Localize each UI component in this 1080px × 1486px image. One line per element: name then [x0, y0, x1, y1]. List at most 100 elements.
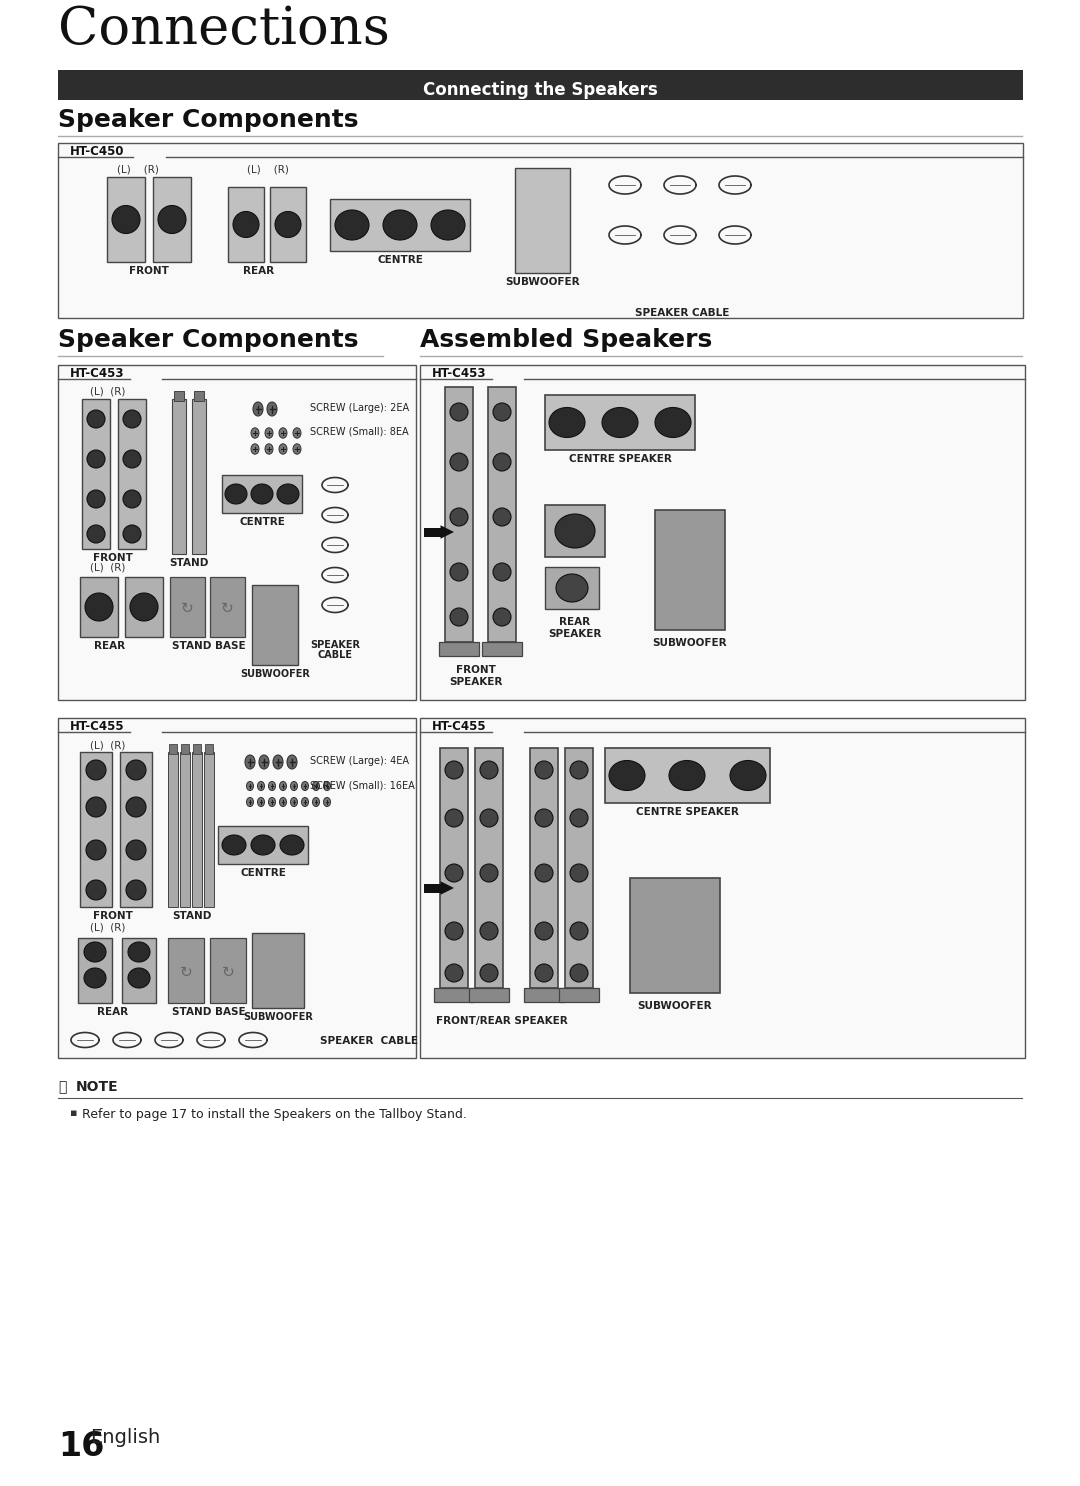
Bar	[252, 933, 303, 1008]
Text: SUBWOOFER: SUBWOOFER	[505, 276, 580, 287]
Bar	[210, 938, 246, 1003]
Ellipse shape	[450, 508, 468, 526]
Bar	[228, 187, 264, 262]
Ellipse shape	[273, 755, 283, 768]
Text: ↻: ↻	[180, 600, 193, 617]
Text: FRONT/REAR SPEAKER: FRONT/REAR SPEAKER	[436, 1016, 568, 1025]
Ellipse shape	[570, 863, 588, 883]
Ellipse shape	[602, 407, 638, 437]
Ellipse shape	[324, 782, 330, 791]
Text: STAND: STAND	[170, 559, 208, 568]
Ellipse shape	[269, 782, 275, 791]
Bar	[424, 528, 442, 536]
Text: HT-C455: HT-C455	[432, 721, 487, 733]
Ellipse shape	[293, 444, 301, 455]
Ellipse shape	[87, 450, 105, 468]
Text: SCREW (Small): 16EA: SCREW (Small): 16EA	[310, 780, 415, 791]
Text: English: English	[90, 1428, 160, 1447]
Bar	[193, 744, 201, 753]
Text: Refer to page 17 to install the Speakers on the Tallboy Stand.: Refer to page 17 to install the Speakers…	[82, 1109, 467, 1120]
Ellipse shape	[265, 428, 273, 438]
Text: SUBWOOFER: SUBWOOFER	[240, 669, 310, 679]
Text: 🖊: 🖊	[58, 1080, 66, 1094]
Text: FRONT: FRONT	[93, 911, 133, 921]
Bar	[181, 744, 189, 753]
Bar	[218, 826, 308, 863]
Text: 16: 16	[58, 1430, 105, 1464]
Text: SPEAKER CABLE: SPEAKER CABLE	[635, 308, 729, 318]
Text: SCREW (Large): 4EA: SCREW (Large): 4EA	[310, 756, 409, 765]
Text: SUBWOOFER: SUBWOOFER	[243, 1012, 313, 1022]
Ellipse shape	[431, 210, 465, 241]
Ellipse shape	[253, 403, 264, 416]
Ellipse shape	[87, 490, 105, 508]
Text: SPEAKER: SPEAKER	[449, 678, 502, 687]
Bar	[440, 747, 468, 988]
Ellipse shape	[445, 964, 463, 982]
Ellipse shape	[126, 880, 146, 901]
Bar	[174, 391, 184, 401]
Ellipse shape	[555, 514, 595, 548]
Ellipse shape	[492, 563, 511, 581]
Ellipse shape	[84, 942, 106, 961]
Text: FRONT: FRONT	[456, 666, 496, 675]
Text: REAR: REAR	[243, 266, 274, 276]
Ellipse shape	[126, 759, 146, 780]
Bar	[654, 510, 725, 630]
Text: (L)    (R): (L) (R)	[247, 165, 289, 175]
Text: HT-C453: HT-C453	[70, 367, 124, 380]
Bar	[172, 400, 186, 554]
Text: CABLE: CABLE	[318, 649, 352, 660]
Ellipse shape	[293, 428, 301, 438]
Bar	[524, 988, 564, 1002]
Bar	[58, 143, 1023, 318]
Ellipse shape	[492, 403, 511, 421]
Ellipse shape	[445, 808, 463, 828]
Text: (L)  (R): (L) (R)	[91, 386, 125, 397]
Ellipse shape	[87, 410, 105, 428]
Ellipse shape	[480, 964, 498, 982]
Bar	[545, 395, 696, 450]
Text: SPEAKER: SPEAKER	[549, 629, 602, 639]
Ellipse shape	[112, 205, 140, 233]
Bar	[122, 938, 156, 1003]
Bar	[58, 718, 416, 1058]
Ellipse shape	[245, 755, 255, 768]
Bar	[82, 400, 110, 548]
Bar	[58, 70, 1023, 100]
Bar	[445, 386, 473, 642]
Text: CENTRE: CENTRE	[240, 868, 286, 878]
Ellipse shape	[450, 563, 468, 581]
Ellipse shape	[383, 210, 417, 241]
Ellipse shape	[251, 484, 273, 504]
Text: CENTRE: CENTRE	[377, 256, 423, 265]
Text: ↻: ↻	[220, 600, 233, 617]
Text: HT-C455: HT-C455	[70, 721, 124, 733]
Text: FRONT: FRONT	[130, 266, 168, 276]
Ellipse shape	[654, 407, 691, 437]
Bar	[545, 568, 599, 609]
Ellipse shape	[269, 798, 275, 807]
Bar	[194, 391, 204, 401]
Ellipse shape	[301, 782, 309, 791]
Ellipse shape	[535, 964, 553, 982]
Text: (L)  (R): (L) (R)	[91, 740, 125, 750]
Bar	[630, 878, 720, 993]
Bar	[118, 400, 146, 548]
Bar	[488, 386, 516, 642]
Bar	[424, 884, 442, 893]
Bar	[438, 642, 480, 655]
Ellipse shape	[158, 205, 186, 233]
Bar	[515, 168, 570, 273]
Ellipse shape	[129, 967, 150, 988]
Bar	[420, 366, 1025, 700]
Text: ↻: ↻	[179, 964, 192, 979]
Ellipse shape	[280, 835, 303, 854]
Text: HT-C450: HT-C450	[70, 146, 124, 158]
Ellipse shape	[86, 759, 106, 780]
Text: FRONT: FRONT	[93, 553, 133, 563]
Ellipse shape	[570, 964, 588, 982]
Bar	[222, 476, 302, 513]
Ellipse shape	[279, 444, 287, 455]
Ellipse shape	[279, 428, 287, 438]
